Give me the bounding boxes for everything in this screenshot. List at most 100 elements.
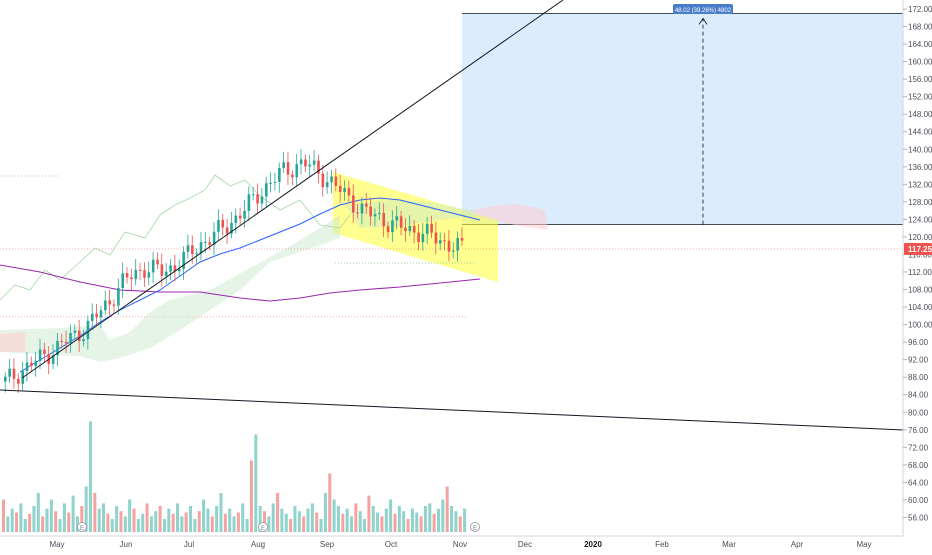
- candle-body: [104, 300, 107, 311]
- candle-body: [317, 160, 320, 174]
- price-tick-label: 84.00: [908, 391, 929, 400]
- earnings-marker-label: E: [473, 526, 477, 532]
- time-tick-label: Mar: [722, 540, 736, 549]
- volume-bar: [384, 508, 388, 532]
- volume-bar: [258, 506, 262, 532]
- volume-bar: [19, 503, 23, 532]
- candle-body: [408, 225, 412, 232]
- volume-bar: [228, 508, 232, 532]
- candle-body: [60, 340, 64, 342]
- candle-body: [399, 216, 403, 228]
- volume-bar: [393, 513, 397, 532]
- earnings-marker[interactable]: [470, 522, 480, 532]
- volume-bar: [289, 519, 293, 532]
- trend-lines[interactable]: [0, 0, 904, 431]
- volume-bar: [71, 495, 75, 532]
- candle-body: [456, 238, 459, 251]
- volume-bar: [58, 519, 62, 532]
- candle-body: [251, 194, 255, 196]
- volume-bar: [345, 508, 349, 532]
- volume-bar: [132, 508, 136, 532]
- candle-body: [412, 225, 416, 233]
- price-tick-label: 60.00: [908, 496, 929, 505]
- volume-bar: [167, 508, 171, 532]
- cloud-red: [0, 332, 25, 352]
- price-tick-label: 88.00: [908, 373, 929, 382]
- candle-body: [330, 176, 333, 183]
- candle-body: [178, 268, 181, 272]
- candle-body: [12, 368, 16, 379]
- volume-bar: [315, 512, 319, 532]
- volume-bar: [336, 506, 340, 532]
- earnings-marker[interactable]: [77, 522, 87, 532]
- price-tick-label: 96.00: [908, 338, 929, 347]
- time-tick-label: Jun: [120, 540, 133, 549]
- volume-bar: [406, 519, 410, 532]
- cloud-green: [0, 215, 340, 362]
- volume-bar: [254, 434, 258, 532]
- time-tick-label: Sep: [320, 540, 335, 549]
- volume-bar: [293, 506, 297, 532]
- volume-bar: [193, 519, 197, 532]
- candle-body: [334, 176, 338, 186]
- candle-body: [247, 194, 251, 211]
- volume-bar: [84, 486, 88, 532]
- candle-body: [365, 203, 368, 207]
- volume-bar: [376, 512, 380, 532]
- candle-body: [186, 245, 190, 252]
- time-tick-label: Oct: [385, 540, 398, 549]
- volume-bar: [280, 508, 284, 532]
- volume-bar: [162, 519, 166, 532]
- candle-body: [386, 226, 390, 233]
- candle-body: [430, 223, 433, 233]
- candle-body: [295, 164, 299, 178]
- candle-body: [352, 195, 355, 213]
- time-tick-label: May: [856, 540, 871, 549]
- candle-body: [95, 313, 98, 318]
- measure-tag: [673, 4, 733, 14]
- time-axis[interactable]: May Jun Jul Aug Sep Oct Nov Dec 2020 Feb Mar Apr May: [0, 535, 903, 549]
- volume-bar: [363, 519, 367, 532]
- time-tick-label: Feb: [655, 540, 669, 549]
- candle-body: [238, 215, 242, 219]
- candle-body: [51, 355, 55, 364]
- time-tick-label: Aug: [251, 540, 265, 549]
- earnings-marker[interactable]: [258, 522, 268, 532]
- price-tick-label: 92.00: [908, 356, 929, 365]
- volume-bar: [110, 519, 114, 532]
- candle-body: [108, 300, 111, 305]
- candle-body: [69, 332, 72, 344]
- candle-body: [195, 253, 198, 255]
- candle-body: [204, 242, 207, 244]
- uptrend-line[interactable]: [21, 0, 564, 379]
- candle-body: [4, 376, 7, 382]
- price-tick-label: 136.00: [908, 163, 932, 172]
- target-zone[interactable]: [462, 13, 903, 225]
- time-tick-label: Jul: [184, 540, 194, 549]
- candle-body: [82, 339, 85, 342]
- candle-body: [99, 310, 103, 318]
- volume-bar: [350, 516, 353, 532]
- price-axis[interactable]: 172.00 168.00 164.00 160.00 156.00 152.00 148.…: [0, 0, 932, 536]
- price-tick-label: 120.00: [908, 233, 932, 242]
- volume-bar: [136, 519, 140, 532]
- candle-body: [217, 219, 220, 232]
- volume-bar: [197, 511, 201, 532]
- candle-body: [452, 250, 455, 252]
- volume-bar: [389, 499, 393, 532]
- long-trend-line[interactable]: [0, 389, 904, 431]
- candle-body: [234, 215, 238, 223]
- candle-body: [325, 182, 329, 188]
- volume-bar: [223, 513, 227, 532]
- volume-bar: [89, 421, 92, 532]
- candle-body: [312, 160, 316, 165]
- volume-bar: [171, 513, 175, 532]
- candle-body: [404, 227, 407, 232]
- volume-bar: [267, 516, 271, 532]
- volume-bar: [145, 503, 149, 532]
- volume-bar: [6, 516, 10, 532]
- price-tick-label: 124.00: [908, 215, 932, 224]
- price-tick-label: 140.00: [908, 145, 932, 154]
